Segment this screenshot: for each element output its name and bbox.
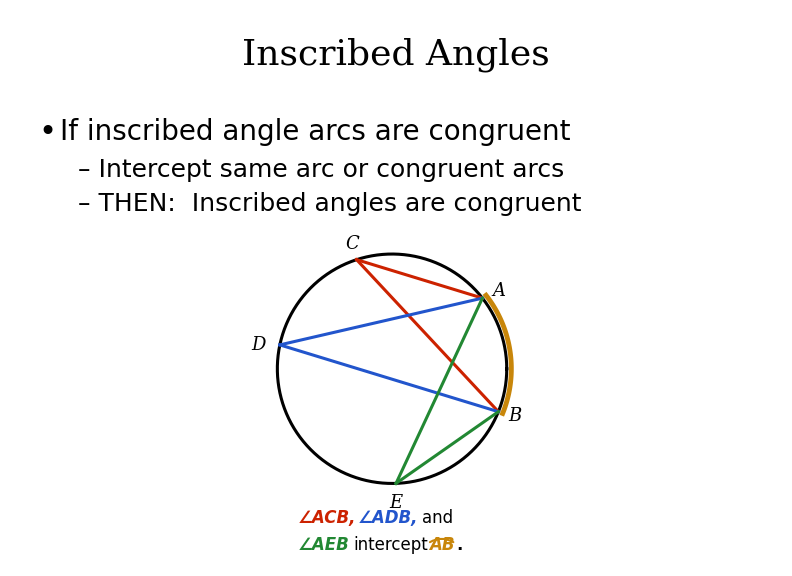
- Text: Inscribed Angles: Inscribed Angles: [242, 38, 550, 73]
- Text: – Intercept same arc or congruent arcs: – Intercept same arc or congruent arcs: [78, 158, 564, 182]
- Text: A: A: [492, 282, 505, 300]
- Text: B: B: [508, 407, 521, 425]
- Text: D: D: [251, 336, 265, 354]
- Text: intercept: intercept: [353, 536, 428, 554]
- Text: If inscribed angle arcs are congruent: If inscribed angle arcs are congruent: [60, 118, 570, 146]
- Text: ∠ADB,: ∠ADB,: [358, 509, 418, 526]
- Text: AB: AB: [428, 536, 455, 554]
- Text: ∠AEB: ∠AEB: [298, 536, 350, 554]
- Text: ∠ACB,: ∠ACB,: [298, 509, 356, 526]
- Text: E: E: [390, 494, 402, 512]
- Text: and: and: [422, 509, 453, 526]
- Text: .: .: [456, 536, 463, 554]
- Text: – THEN:  Inscribed angles are congruent: – THEN: Inscribed angles are congruent: [78, 192, 581, 216]
- Text: •: •: [38, 118, 56, 147]
- Text: C: C: [345, 234, 359, 253]
